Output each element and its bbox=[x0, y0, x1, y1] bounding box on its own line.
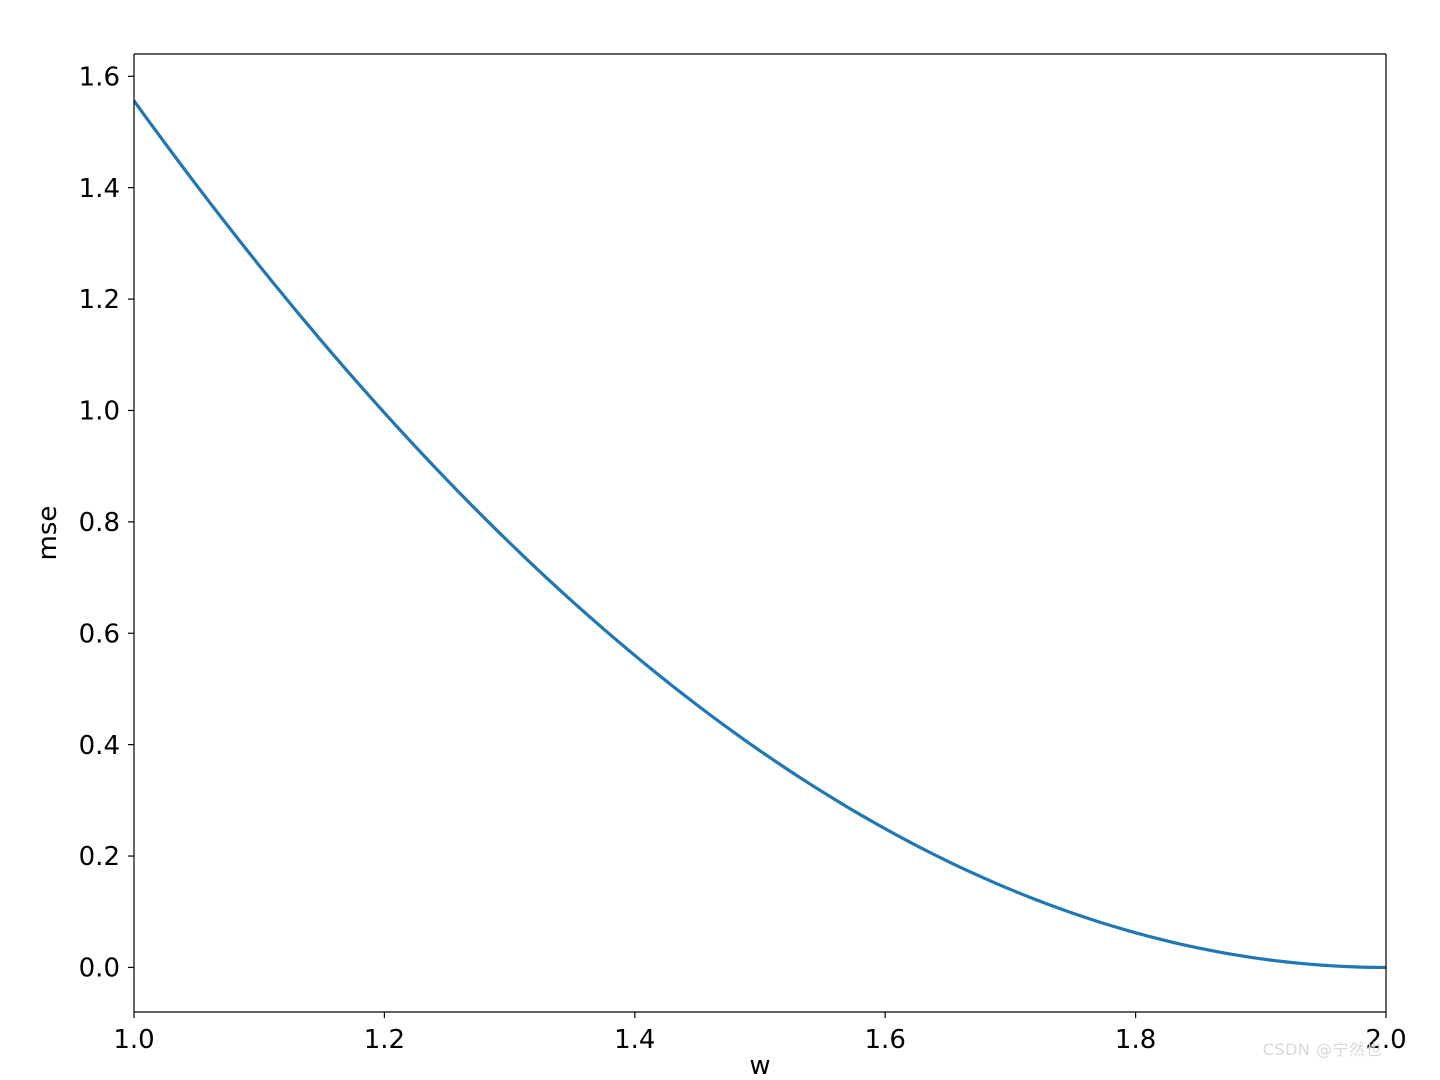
y-tick-label: 0.2 bbox=[79, 842, 120, 872]
chart-root: 1.0 1.2 1.4 1.6 1.8 2.0 w 0.0 0.2 0.4 0.6 0.8 1.0 1.2… bbox=[0, 0, 1440, 1080]
y-tick-label: 0.4 bbox=[79, 731, 120, 761]
y-tick-label: 0.6 bbox=[79, 619, 120, 649]
y-tick-label: 0.0 bbox=[79, 954, 120, 984]
x-tick-label: 1.6 bbox=[865, 1025, 906, 1055]
x-axis-label: w bbox=[749, 1051, 770, 1080]
y-tick-label: 1.0 bbox=[79, 397, 120, 427]
y-axis-label: mse bbox=[33, 506, 63, 561]
x-tick-label: 1.0 bbox=[113, 1025, 154, 1055]
x-tick-label: 1.2 bbox=[364, 1025, 405, 1055]
y-tick-label: 1.2 bbox=[79, 285, 120, 315]
plot-area bbox=[134, 54, 1386, 1012]
y-tick-label: 0.8 bbox=[79, 508, 120, 538]
x-tick-label: 1.4 bbox=[614, 1025, 655, 1055]
y-tick-label: 1.4 bbox=[79, 174, 120, 204]
x-tick-label: 1.8 bbox=[1115, 1025, 1156, 1055]
chart-svg: 1.0 1.2 1.4 1.6 1.8 2.0 w 0.0 0.2 0.4 0.6 0.8 1.0 1.2… bbox=[0, 0, 1440, 1080]
x-tick-label: 2.0 bbox=[1365, 1025, 1406, 1055]
y-tick-label: 1.6 bbox=[79, 62, 120, 92]
